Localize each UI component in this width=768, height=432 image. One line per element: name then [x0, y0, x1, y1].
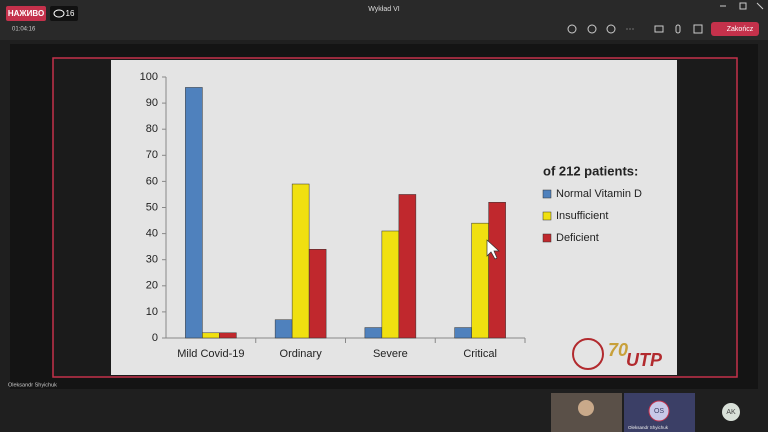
eye-icon	[53, 9, 65, 18]
x-tick-label: Severe	[373, 348, 408, 360]
y-tick-label: 40	[146, 228, 158, 240]
x-tick-label: Ordinary	[280, 348, 323, 360]
bar	[398, 194, 417, 339]
x-tick-label: Mild Covid-19	[177, 348, 244, 360]
bar	[471, 222, 489, 339]
legend-label: Normal Vitamin D	[556, 188, 642, 200]
y-tick-label: 30	[146, 254, 158, 266]
y-tick-label: 20	[146, 280, 158, 292]
meeting-timer: 01:04:16	[12, 27, 36, 33]
legend-swatch	[542, 233, 552, 243]
y-tick-label: 70	[146, 149, 158, 161]
legend-title: of 212 patients:	[543, 163, 638, 178]
bar	[202, 332, 220, 339]
react-button[interactable]	[606, 24, 616, 34]
bar	[185, 87, 203, 339]
y-tick-label: 60	[146, 175, 158, 187]
logo-emblem	[572, 338, 604, 370]
logo-text: UTP	[626, 350, 663, 370]
legend-swatch	[542, 189, 552, 199]
avatar-initials: OS	[654, 408, 664, 415]
mic-button[interactable]	[675, 24, 681, 34]
presenter-name: Oleksandr Shyichuk	[8, 382, 57, 388]
bar	[291, 183, 310, 339]
y-tick-label: 100	[140, 71, 158, 83]
people-button[interactable]	[567, 24, 577, 34]
top-bar	[0, 0, 768, 40]
y-tick-label: 90	[146, 97, 158, 109]
bar	[381, 230, 400, 339]
y-tick-label: 50	[146, 201, 158, 213]
bar	[488, 202, 506, 339]
bar	[454, 327, 472, 339]
bar	[274, 319, 293, 339]
live-label: НАЖИВО	[8, 9, 44, 18]
avatar	[722, 403, 740, 421]
x-tick-label: Critical	[463, 348, 497, 360]
close-button[interactable]	[756, 2, 764, 10]
participant-name: Oleksandr Shyichuk	[628, 425, 669, 430]
legend-label: Insufficient	[556, 210, 608, 222]
live-badge	[6, 6, 46, 21]
chat-button[interactable]	[587, 24, 597, 34]
mouse-cursor	[486, 239, 500, 260]
legend-swatch	[542, 211, 552, 221]
avatar-initials: AK	[726, 409, 736, 416]
bar	[308, 249, 327, 339]
maximize-button[interactable]	[739, 2, 747, 10]
participant-video	[578, 400, 594, 416]
end-call-label: Zakończ	[727, 26, 754, 33]
y-tick-label: 0	[152, 332, 158, 344]
bar	[219, 332, 237, 339]
y-tick-label: 80	[146, 123, 158, 135]
more-button[interactable]: ···	[626, 23, 635, 33]
end-call-button[interactable]	[711, 22, 759, 36]
y-tick-label: 10	[146, 306, 158, 318]
logo-number: 70	[608, 340, 628, 360]
legend-label: Deficient	[556, 232, 599, 244]
share-button[interactable]	[693, 24, 703, 34]
viewers-count: 16	[66, 9, 75, 18]
avatar	[648, 400, 670, 422]
meeting-title: Wykład VI	[368, 6, 400, 13]
camera-button[interactable]	[654, 25, 664, 33]
bar	[364, 327, 383, 339]
